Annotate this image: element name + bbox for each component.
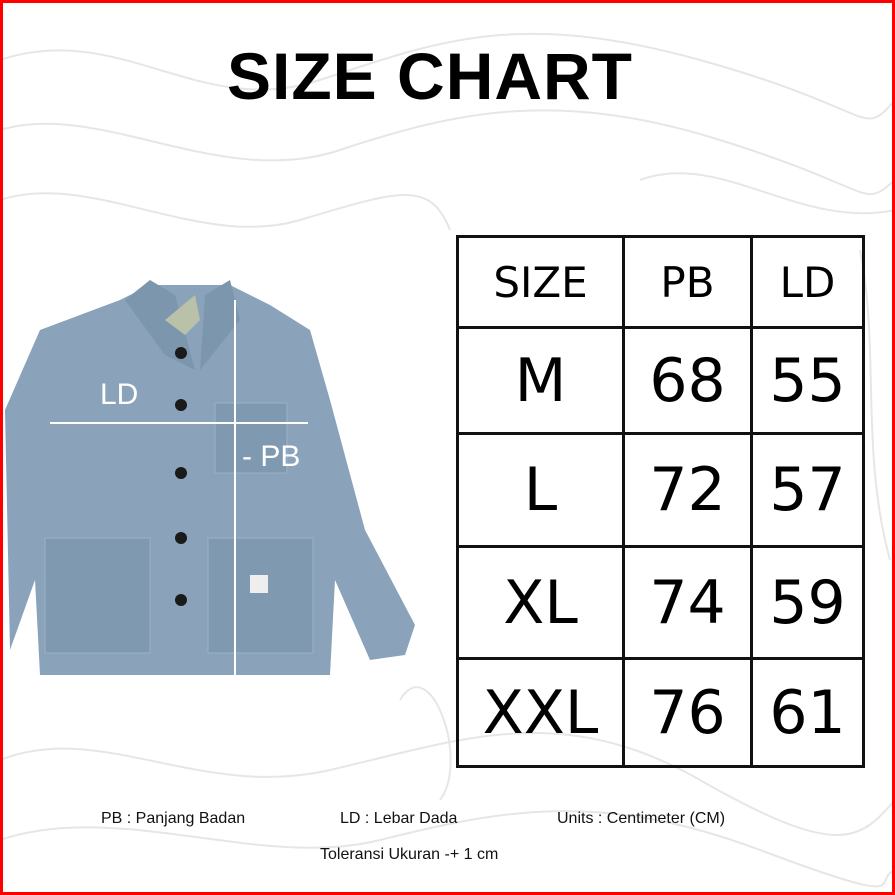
cell-size: L [456,432,625,548]
cell-pb: 76 [622,657,753,768]
table-row: XL 74 59 [456,545,865,660]
cell-size: XXL [456,657,625,768]
legend-pb: PB : Panjang Badan [101,810,246,827]
legend-units: Units : Centimeter (CM) [557,810,726,827]
cell-size: M [456,326,625,435]
cell-size: XL [456,545,625,660]
cell-pb: 72 [622,432,753,548]
cell-pb: 68 [622,326,753,435]
pb-label: - PB [242,440,301,473]
size-table: SIZE PB LD M 68 55 L 72 57 XL 74 59 XXL … [456,235,865,768]
jacket-image [5,280,415,678]
ld-label: LD [100,378,139,411]
header-ld: LD [750,235,865,329]
page-title: SIZE CHART [227,39,633,113]
cell-ld: 61 [750,657,865,768]
header-pb: PB [622,235,753,329]
cell-ld: 55 [750,326,865,435]
table-row: XXL 76 61 [456,657,865,768]
legend-tolerance: Toleransi Ukuran -+ 1 cm [320,846,499,863]
cell-pb: 74 [622,545,753,660]
table-header-row: SIZE PB LD [456,235,865,329]
cell-ld: 59 [750,545,865,660]
table-row: M 68 55 [456,326,865,435]
legend-ld: LD : Lebar Dada [340,810,458,827]
cell-ld: 57 [750,432,865,548]
header-size: SIZE [456,235,625,329]
table-row: L 72 57 [456,432,865,548]
